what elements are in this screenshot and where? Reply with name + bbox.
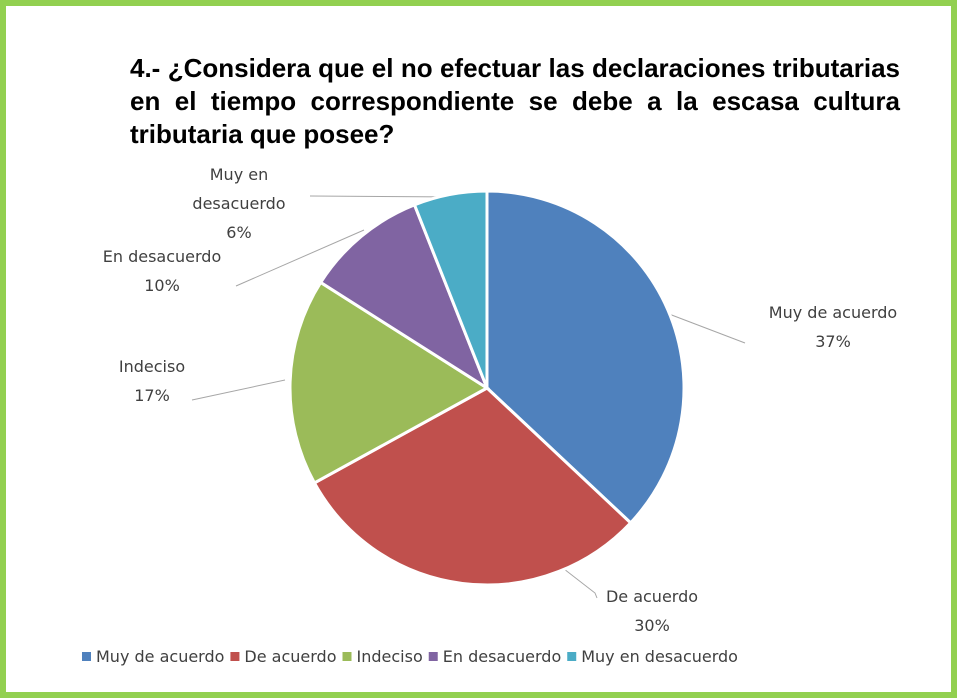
leader-line: [235, 229, 365, 287]
legend-label: Muy en desacuerdo: [581, 647, 738, 666]
chart-title: 4.- ¿Considera que el no efectuar las de…: [130, 53, 900, 149]
pie-slice-indeciso: [288, 280, 490, 485]
legend-swatch: [230, 652, 240, 661]
data-label: En desacuerdo 10%: [103, 247, 222, 295]
leader-line: [191, 379, 286, 401]
data-labels: Muy de acuerdo 37% De acuerdo 30% Indeciso 17…: [103, 165, 897, 635]
legend-label: Muy de acuerdo: [96, 647, 224, 666]
legend-swatch: [342, 652, 352, 661]
legend-swatch: [82, 652, 91, 661]
data-label: Muy en desacuerdo 6%: [192, 165, 285, 242]
data-label: Muy de acuerdo 37%: [769, 303, 897, 351]
legend-label: De acuerdo: [244, 647, 336, 666]
pie-slices: [288, 189, 686, 587]
pie-slice-en-desacuerdo: [318, 202, 491, 392]
leader-line: [554, 561, 598, 599]
legend-label: Indeciso: [357, 647, 423, 666]
legend: Muy de acuerdo De acuerdo Indeciso En desac…: [82, 647, 738, 666]
data-label: Indeciso 17%: [119, 357, 185, 405]
pie-slice-muy-de-acuerdo: [485, 189, 686, 525]
pie-slice-muy-en-desacuerdo: [412, 189, 489, 389]
pie-slice-de-acuerdo: [312, 386, 633, 587]
legend-swatch: [428, 652, 438, 661]
legend-label: En desacuerdo: [443, 647, 562, 666]
leader-line: [668, 313, 746, 344]
data-label: De acuerdo 30%: [606, 587, 698, 635]
legend-swatch: [567, 652, 577, 661]
